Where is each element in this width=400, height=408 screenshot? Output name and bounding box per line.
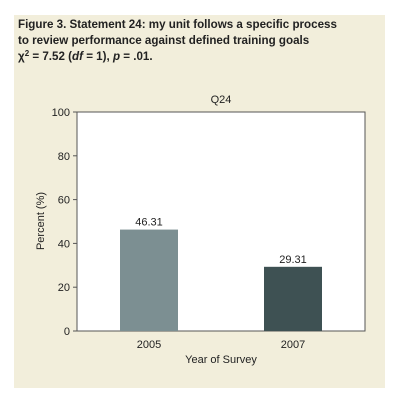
y-axis-label: Percent (%) — [35, 192, 47, 250]
y-axis-ticks: 0 20 40 60 80 100 — [52, 107, 77, 338]
df-value: = 1), — [82, 50, 113, 63]
p-label: p — [112, 50, 121, 63]
bar-2005 — [120, 229, 178, 331]
y-tick-label: 100 — [52, 107, 70, 119]
y-tick-label: 0 — [64, 326, 70, 338]
chi-symbol: χ — [18, 50, 25, 63]
x-tick-label: 2007 — [281, 339, 305, 351]
y-tick-label: 20 — [58, 282, 70, 294]
bar-2007 — [264, 266, 322, 331]
bars: 46.31 2005 29.31 2007 — [120, 217, 322, 351]
chart-title: Q24 — [211, 94, 232, 106]
chi-exponent: 2 — [24, 49, 30, 58]
y-tick-label: 60 — [58, 195, 70, 207]
x-tick-label: 2005 — [137, 339, 161, 351]
x-axis-label: Year of Survey — [185, 354, 257, 366]
caption-statistics: χ2 = 7.52 (df = 1), p = .01. — [18, 49, 358, 65]
figure-caption: Figure 3. Statement 24: my unit follows … — [18, 17, 358, 65]
chi-value: = 7.52 ( — [29, 50, 73, 63]
y-tick-label: 80 — [58, 151, 70, 163]
p-value: = .01. — [120, 50, 153, 63]
df-label: df — [72, 50, 83, 63]
bar-value-label: 46.31 — [135, 217, 163, 229]
y-tick-label: 40 — [58, 238, 70, 250]
bar-value-label: 29.31 — [279, 254, 307, 266]
caption-line-2: to review performance against defined tr… — [18, 34, 310, 47]
caption-line-1: Figure 3. Statement 24: my unit follows … — [18, 18, 337, 31]
